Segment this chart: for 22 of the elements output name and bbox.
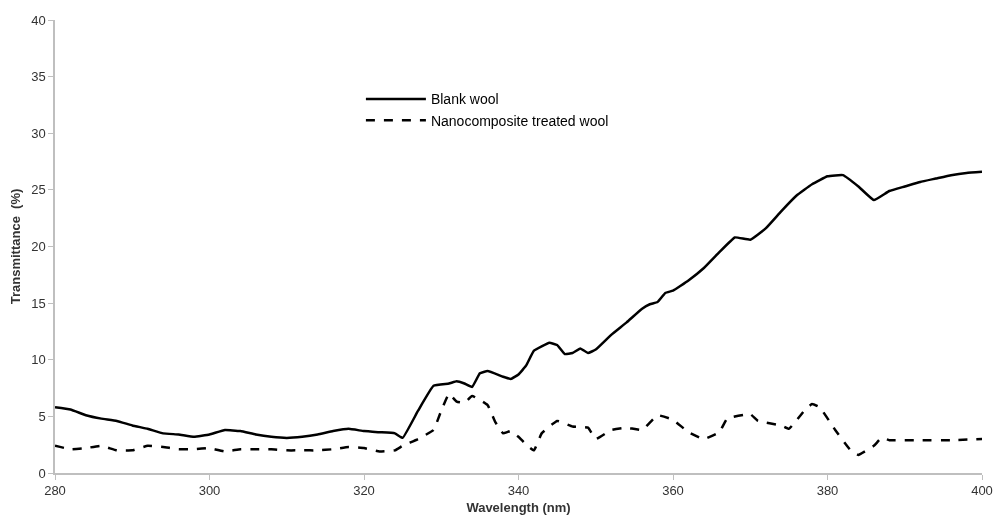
y-tick-label: 40 xyxy=(31,12,46,28)
x-tick-label: 360 xyxy=(662,483,684,499)
y-tick-label: 15 xyxy=(31,295,46,311)
x-axis-title: Wavelength (nm) xyxy=(466,500,571,516)
y-tick-label: 0 xyxy=(38,465,46,481)
y-tick-label: 30 xyxy=(31,125,46,141)
line-series xyxy=(55,392,982,457)
x-tick-label: 320 xyxy=(353,483,375,499)
x-tick-label: 400 xyxy=(971,483,993,499)
y-tick-label: 25 xyxy=(31,182,46,198)
legend-label: Blank wool xyxy=(430,91,499,108)
y-tick-label: 10 xyxy=(31,352,46,368)
legend-label: Nanocomposite treated wool xyxy=(430,112,609,129)
line-series xyxy=(55,170,982,440)
x-tick-label: 340 xyxy=(507,483,530,499)
y-tick-label: 20 xyxy=(31,239,46,255)
x-tick-label: 280 xyxy=(44,483,66,499)
y-tick-label: 5 xyxy=(38,408,46,424)
x-tick-label: 300 xyxy=(198,483,221,499)
y-axis-title: Transmittance (%) xyxy=(7,188,23,305)
x-tick-label: 380 xyxy=(816,483,839,499)
y-tick-label: 35 xyxy=(31,69,46,85)
